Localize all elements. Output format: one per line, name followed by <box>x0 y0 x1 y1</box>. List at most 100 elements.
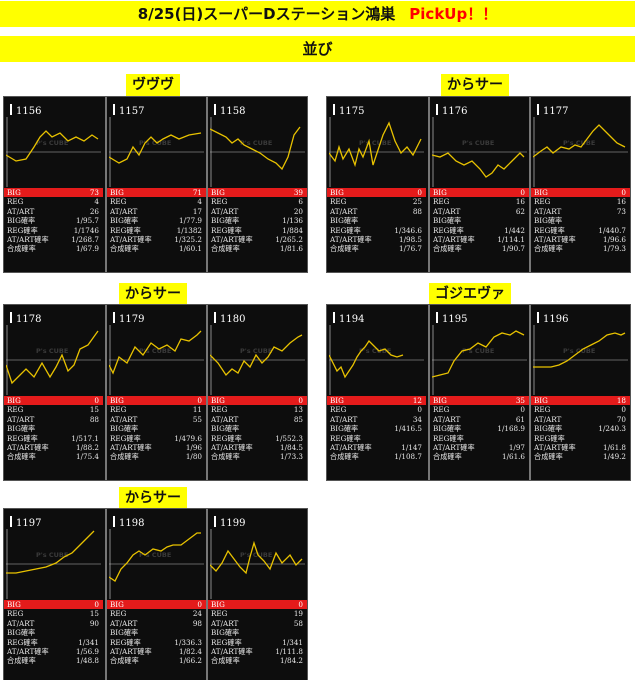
stat-value: 1/552.3 <box>275 433 303 443</box>
group-label: からサー <box>119 283 187 305</box>
stats-row: AT/ART確率 1/325.2 <box>107 235 206 244</box>
stats-row: BIG 18 <box>531 396 630 406</box>
stat-value: 55 <box>192 414 202 424</box>
stat-value: 1/56.9 <box>76 646 99 656</box>
machine-group: 1197 P's CUBE BIG 0 REG 15 AT/ART 90 BIG確率 REG確率 1… <box>3 508 308 680</box>
stat-value: 1/240.3 <box>598 424 626 434</box>
stat-value: 0 <box>417 188 422 197</box>
machine-number: 1178 <box>10 312 41 325</box>
slump-line <box>209 334 303 377</box>
watermark-logo: P's CUBE <box>359 139 391 147</box>
stat-value: 1/96 <box>185 442 202 452</box>
stat-value: 1/346.6 <box>394 225 422 235</box>
stat-label: AT/ART確率 <box>433 234 475 244</box>
machine-number: 1199 <box>214 516 245 529</box>
stat-label: REG <box>534 405 551 415</box>
stats-row: 合成確率 1/66.2 <box>107 656 206 665</box>
stat-label: BIG <box>211 188 225 197</box>
watermark-logo: P's CUBE <box>36 139 68 147</box>
stats-row: 合成確率 1/73.3 <box>208 452 307 461</box>
stat-label: AT/ART確率 <box>330 234 372 244</box>
slump-graph: P's CUBE <box>209 325 305 395</box>
stats-row: AT/ART 26 <box>4 207 103 216</box>
stats-row: REG 19 <box>208 609 307 618</box>
stat-label: BIG <box>7 600 21 609</box>
stats-row: BIG確率 <box>4 628 103 637</box>
stats-row: 合成確率 1/75.4 <box>4 452 103 461</box>
stat-value: 0 <box>94 396 99 405</box>
slump-graph: P's CUBE <box>532 117 628 187</box>
machine-number: 1179 <box>113 312 144 325</box>
stat-value: 1/61.6 <box>502 452 525 462</box>
stat-value: 1/88.2 <box>76 442 99 452</box>
machine-panel: 1180 P's CUBE BIG 0 REG 13 AT/ART 85 BIG確率 REG確率 1… <box>206 305 307 480</box>
stat-value: 70 <box>616 414 626 424</box>
stat-value: 1/341 <box>282 637 303 647</box>
stat-label: BIG確率 <box>7 216 36 226</box>
section-title: 並び <box>302 40 333 58</box>
stat-label: AT/ART <box>330 206 358 216</box>
stat-label: REG確率 <box>211 225 242 235</box>
slump-graph-svg: P's CUBE <box>6 529 101 599</box>
stat-label: 合成確率 <box>433 452 462 462</box>
stat-value: 85 <box>293 414 303 424</box>
stat-label: REG <box>110 197 127 207</box>
stat-label: 合成確率 <box>534 244 563 254</box>
machine-number: 1194 <box>333 312 364 325</box>
machine-number: 1156 <box>10 104 41 117</box>
stat-value: 4 <box>94 197 99 207</box>
stats-row: 合成確率 1/90.7 <box>430 244 529 253</box>
machine-panel: 1175 P's CUBE BIG 0 REG 25 AT/ART 88 BIG確率 REG確率 1… <box>327 97 428 272</box>
stats-row: 合成確率 1/108.7 <box>327 452 426 461</box>
slump-graph-svg: P's CUBE <box>431 325 527 395</box>
slump-line <box>431 152 525 178</box>
stats-row: AT/ART 85 <box>208 415 307 424</box>
stat-label: AT/ART確率 <box>110 442 152 452</box>
stat-value: 0 <box>94 600 99 609</box>
slump-graph: P's CUBE <box>5 117 101 187</box>
stat-label: BIG <box>534 396 548 405</box>
stats-row: BIG確率 1/168.9 <box>430 424 529 433</box>
stat-value: 1/75.4 <box>76 452 99 462</box>
stat-value: 1/111.8 <box>275 646 303 656</box>
stat-value: 12 <box>412 396 422 405</box>
stat-label: 合成確率 <box>433 244 462 254</box>
section-header: 並び <box>0 36 635 62</box>
stat-label: AT/ART <box>7 414 35 424</box>
stat-label: REG <box>7 197 24 207</box>
stat-value: 1/416.5 <box>394 424 422 434</box>
stat-label: 合成確率 <box>534 452 563 462</box>
stat-label: BIG <box>110 600 124 609</box>
slump-line <box>108 132 202 164</box>
stats-row: REG 4 <box>107 197 206 206</box>
stat-label: BIG確率 <box>110 424 139 434</box>
stats-row: REG 6 <box>208 197 307 206</box>
stat-label: REG <box>110 609 127 619</box>
slump-graph: P's CUBE <box>209 117 305 187</box>
stat-value: 1/108.7 <box>394 452 422 462</box>
stat-value: 1/268.7 <box>71 234 99 244</box>
stat-label: REG <box>534 197 551 207</box>
stat-value: 16 <box>515 197 525 207</box>
stats-row: AT/ART確率 1/111.8 <box>208 647 307 656</box>
stat-label: AT/ART確率 <box>211 234 253 244</box>
stats-row: BIG確率 1/95.7 <box>4 216 103 225</box>
stat-value: 25 <box>412 197 422 207</box>
stats-row: BIG確率 1/77.9 <box>107 216 206 225</box>
stat-label: BIG <box>110 188 124 197</box>
stats-row: REG確率 1/479.6 <box>107 434 206 443</box>
stat-value: 88 <box>89 414 99 424</box>
stats-row: AT/ART 70 <box>531 415 630 424</box>
stats-row: AT/ART 98 <box>107 619 206 628</box>
stat-label: BIG確率 <box>211 216 240 226</box>
stat-label: REG確率 <box>433 225 464 235</box>
stats-row: REG確率 1/552.3 <box>208 434 307 443</box>
stat-value: 1/79.3 <box>603 244 626 254</box>
slump-graph-svg: P's CUBE <box>209 117 305 187</box>
stat-label: BIG確率 <box>211 424 240 434</box>
machine-number: 1195 <box>436 312 467 325</box>
stats-row: 合成確率 1/84.2 <box>208 656 307 665</box>
stat-value: 35 <box>515 396 525 405</box>
stat-value: 58 <box>293 618 303 628</box>
stats-row: BIG 35 <box>430 396 529 406</box>
